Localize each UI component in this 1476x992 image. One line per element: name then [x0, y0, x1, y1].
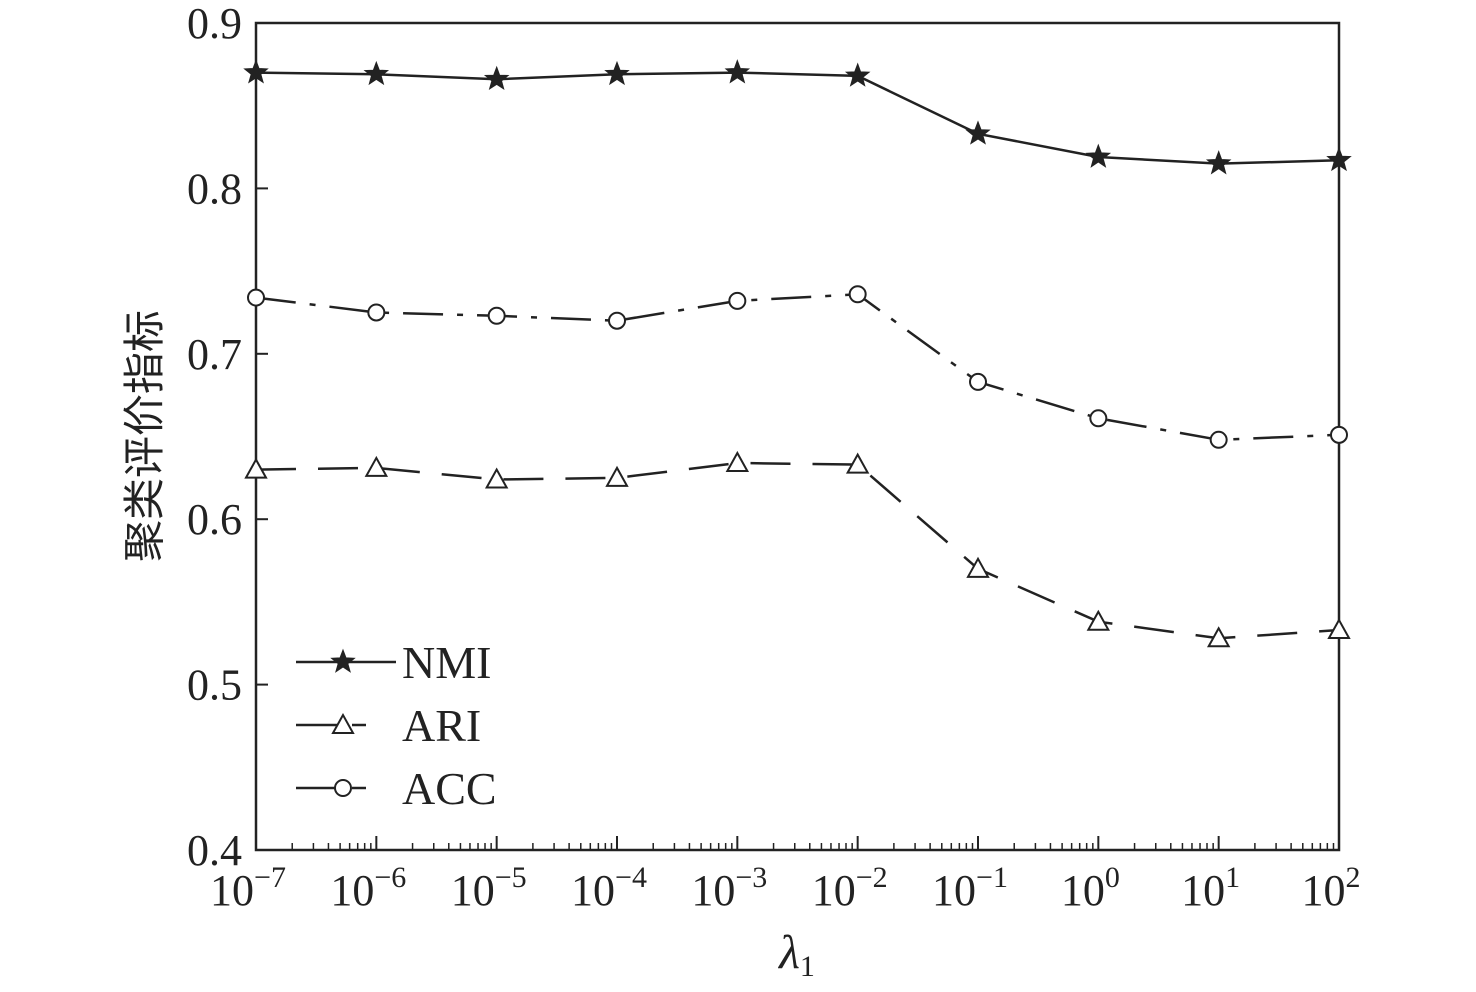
y-tick-label: 0.5 [187, 661, 242, 710]
legend-marker-acc [334, 779, 352, 797]
nmi-point [604, 60, 630, 86]
y-tick-label: 0.7 [187, 330, 242, 379]
legend-marker-nmi [330, 648, 356, 673]
legend-label-acc: ACC [402, 763, 497, 814]
y-tick-label: 0.4 [187, 826, 242, 875]
ari-point [605, 465, 629, 487]
x-tick-label: 100 [1061, 861, 1120, 915]
x-axis-label: λ1 [777, 926, 815, 983]
acc-point [848, 285, 867, 304]
ari-point [244, 457, 268, 479]
x-tick-label: 10−4 [571, 861, 647, 915]
nmi-point [724, 59, 751, 84]
nmi-point [844, 62, 871, 87]
y-tick-label: 0.6 [187, 495, 242, 544]
x-tick-label: 101 [1181, 861, 1240, 915]
legend-label-nmi: NMI [402, 637, 491, 688]
acc-point [1209, 430, 1228, 449]
legend-label-ari: ARI [402, 700, 481, 751]
ari-point [1206, 626, 1231, 648]
legend-marker-ari [331, 712, 355, 734]
legend: NMI ARI ACC [296, 637, 497, 814]
series-layer [243, 59, 1352, 648]
acc-point [247, 288, 265, 307]
y-tick-label: 0.9 [187, 0, 242, 48]
ari-point [966, 556, 990, 578]
nmi-point [243, 59, 269, 84]
series-line-nmi [255, 71, 1340, 165]
x-tick-label: 10−1 [932, 861, 1008, 915]
x-tick-label: 10−3 [691, 861, 767, 915]
nmi-point [1326, 146, 1352, 172]
y-axis-label: 聚类评价指标 [120, 310, 169, 562]
x-tick-label: 10−7 [210, 861, 286, 915]
series-line-acc [255, 293, 1340, 442]
ari-point [1086, 609, 1111, 631]
nmi-point [363, 60, 390, 86]
acc-point [1330, 425, 1348, 444]
acc-point [728, 291, 747, 310]
acc-point [969, 372, 987, 391]
ari-point [364, 455, 389, 477]
ari-point [845, 452, 870, 474]
acc-point [367, 303, 386, 322]
acc-point [1089, 409, 1108, 428]
ari-point [484, 467, 509, 489]
x-axis-ticks: 10−7 10−6 10−5 10−4 10−3 10−2 10−1 100 101 102 [210, 836, 1361, 915]
x-tick-label: 10−5 [451, 861, 527, 915]
y-axis-ticks: 0.4 0.5 0.6 0.7 0.8 0.9 [187, 0, 268, 875]
y-tick-label: 0.8 [187, 164, 242, 213]
nmi-point [1205, 150, 1232, 175]
nmi-point [1085, 143, 1112, 168]
series-line-ari [255, 461, 1340, 640]
nmi-point [965, 120, 991, 145]
x-tick-label: 10−2 [812, 861, 888, 915]
x-tick-label: 10−6 [330, 861, 406, 915]
ari-point [725, 450, 750, 472]
x-tick-label: 102 [1302, 861, 1361, 915]
ari-point [1327, 617, 1351, 640]
acc-point [487, 306, 506, 325]
nmi-point [483, 65, 510, 91]
acc-point [608, 311, 626, 330]
